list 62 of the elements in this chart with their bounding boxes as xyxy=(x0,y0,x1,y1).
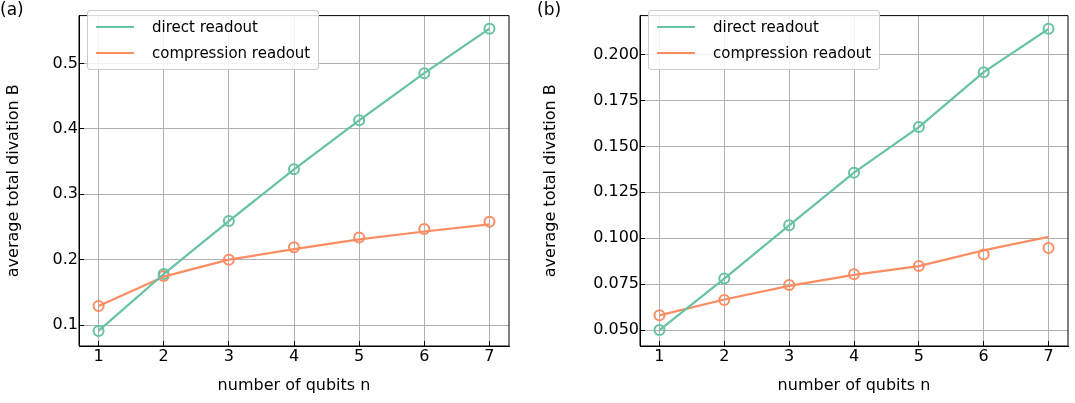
legend-label: compression readout xyxy=(713,44,872,62)
y-tick-label: 0.050 xyxy=(593,319,639,339)
y-tick-label: 0.4 xyxy=(52,117,78,137)
y-tick-label: 0.175 xyxy=(593,89,639,109)
x-axis-title: number of qubits n xyxy=(217,374,371,394)
x-axis-title: number of qubits n xyxy=(777,374,931,394)
x-tick-label: 3 xyxy=(223,345,234,365)
chart-title: (a) xyxy=(0,0,24,19)
point xyxy=(1042,22,1055,35)
x-tick-label: 7 xyxy=(1043,345,1054,365)
x-tick-label: 3 xyxy=(784,345,795,365)
point xyxy=(783,219,796,232)
x-tick-label: 6 xyxy=(978,345,989,365)
y-tick-label: 0.3 xyxy=(52,183,78,203)
point xyxy=(483,22,496,35)
x-tick-label: 2 xyxy=(158,345,169,365)
point xyxy=(977,248,990,261)
point xyxy=(912,260,925,273)
y-tick-label: 0.200 xyxy=(593,43,639,63)
point xyxy=(222,215,235,228)
point xyxy=(288,163,300,176)
x-tick-label: 4 xyxy=(288,345,300,365)
point xyxy=(1042,242,1055,255)
chart-title: (b) xyxy=(537,0,562,19)
point xyxy=(912,121,925,134)
y-tick-label: 0.1 xyxy=(52,314,78,334)
point xyxy=(288,241,300,254)
x-tick-label: 7 xyxy=(484,345,495,365)
legend-label: direct readout xyxy=(152,18,258,36)
x-tick-label: 2 xyxy=(719,345,730,365)
point xyxy=(92,300,105,313)
x-tick-label: 6 xyxy=(419,345,430,365)
point xyxy=(483,215,496,228)
point xyxy=(718,294,731,307)
point xyxy=(418,222,431,235)
x-tick-label: 1 xyxy=(93,345,104,365)
point xyxy=(977,66,990,79)
point xyxy=(353,114,366,127)
point xyxy=(653,324,666,337)
point xyxy=(418,67,431,80)
y-tick-label: 0.075 xyxy=(593,273,639,293)
x-tick-label: 1 xyxy=(654,345,665,365)
y-tick-label: 0.5 xyxy=(52,52,78,72)
legend-label: compression readout xyxy=(152,44,311,62)
y-tick-label: 0.150 xyxy=(593,135,639,155)
point xyxy=(92,324,105,337)
point xyxy=(653,309,666,322)
point xyxy=(222,253,235,266)
y-tick-label: 0.125 xyxy=(593,181,639,201)
legend-label: direct readout xyxy=(713,18,819,36)
point xyxy=(353,231,366,244)
y-tick-label: 0.2 xyxy=(52,248,78,268)
point xyxy=(783,279,796,292)
y-tick-label: 0.100 xyxy=(593,227,639,247)
y-axis-title: average total divation B xyxy=(2,84,22,278)
point xyxy=(848,268,860,281)
x-tick-label: 5 xyxy=(913,345,924,365)
point xyxy=(718,272,731,285)
point xyxy=(848,166,860,179)
x-tick-label: 5 xyxy=(354,345,365,365)
y-axis-title: average total divation B xyxy=(539,84,559,278)
x-tick-label: 4 xyxy=(848,345,860,365)
